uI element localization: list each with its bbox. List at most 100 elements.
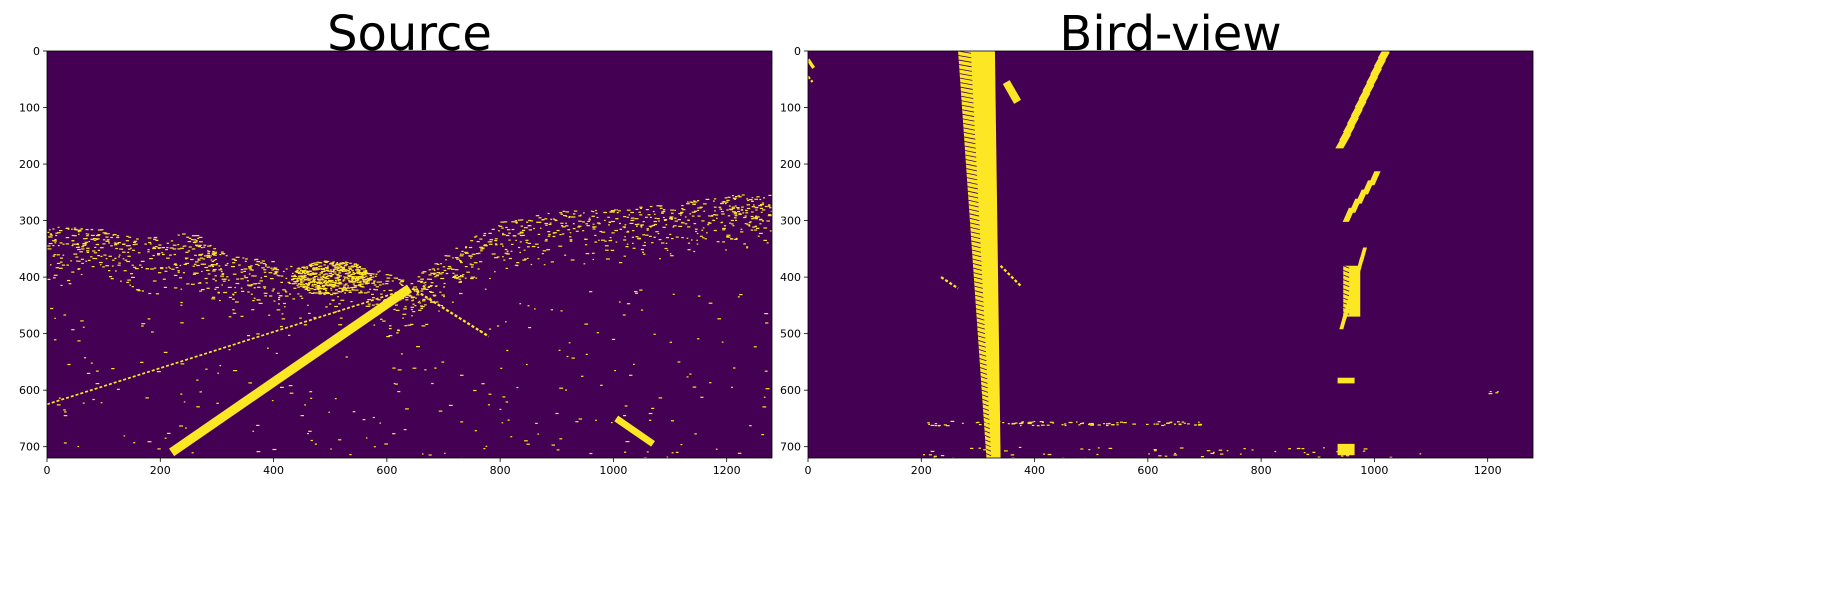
bird-view-lane-hatch (970, 236, 981, 240)
source-edge-pixel (510, 250, 513, 252)
source-edge-pixel (85, 260, 88, 262)
source-edge-pixel (106, 239, 110, 241)
source-edge-pixel (346, 287, 349, 289)
source-edge-pixel (527, 242, 532, 244)
source-edge-pixel (327, 270, 331, 272)
source-edge-pixel (267, 347, 269, 349)
source-edge-pixel (724, 201, 729, 203)
source-edge-pixel (741, 206, 744, 208)
source-edge-pixel (436, 272, 441, 274)
source-edge-pixel (451, 301, 454, 303)
bird-view-lane-hatch (976, 317, 985, 321)
source-edge-pixel (410, 306, 415, 308)
source-edge-pixel (430, 285, 433, 287)
source-edge-pixel (91, 266, 95, 268)
source-edge-pixel (469, 263, 472, 265)
bird-view-lane-dash (1335, 134, 1352, 149)
source-edge-pixel (465, 246, 468, 248)
source-edge-pixel (433, 273, 435, 275)
source-edge-pixel (714, 214, 719, 216)
source-edge-pixel (161, 247, 165, 249)
source-edge-pixel (474, 430, 477, 432)
source-edge-pixel (479, 261, 483, 263)
source-edge-pixel (421, 272, 425, 274)
source-edge-pixel (759, 218, 763, 220)
source-edge-pixel (540, 227, 542, 229)
source-edge-pixel (507, 419, 510, 421)
source-edge-pixel (670, 209, 675, 211)
source-edge-pixel (300, 278, 304, 280)
bird-view-edge-pixel (1220, 453, 1224, 455)
source-edge-pixel (473, 389, 477, 392)
source-edge-pixel (287, 281, 291, 283)
source-edge-pixel (333, 283, 337, 285)
source-edge-pixel (121, 248, 124, 250)
source-edge-pixel (132, 241, 136, 243)
bird-view-edge-pixel (1363, 448, 1368, 450)
source-edge-pixel (299, 272, 301, 274)
source-edge-pixel (352, 280, 356, 282)
bird-view-lane-hatch (971, 240, 981, 244)
source-edge-pixel (128, 236, 132, 238)
source-edge-pixel (556, 229, 560, 232)
source-edge-pixel (680, 444, 683, 446)
source-edge-pixel (677, 361, 681, 363)
source-edge-pixel (275, 272, 278, 274)
source-edge-pixel (477, 252, 481, 254)
bird-view-lane-hatch (962, 109, 975, 113)
bird-view-y-tick-label: 0 (794, 45, 801, 58)
source-edge-pixel (166, 257, 170, 259)
source-edge-pixel (314, 443, 317, 445)
source-edge-pixel (396, 332, 399, 334)
source-edge-pixel (488, 243, 493, 245)
bird-view-edge-pixel (1174, 452, 1177, 455)
bird-view-edge-pixel (1348, 448, 1353, 450)
source-edge-pixel (281, 313, 284, 315)
source-edge-pixel (85, 229, 89, 231)
source-edge-pixel (648, 440, 652, 442)
source-edge-pixel (737, 452, 742, 454)
source-edge-pixel (164, 270, 168, 272)
source-edge-pixel (341, 267, 346, 269)
bird-view-lane-hatch (966, 168, 977, 172)
source-edge-pixel (52, 255, 56, 257)
source-edge-pixel (348, 280, 351, 282)
source-edge-pixel (336, 274, 340, 276)
source-edge-pixel (441, 361, 445, 363)
source-edge-pixel (649, 216, 652, 218)
source-edge-pixel (335, 264, 338, 266)
bird-view-edge-pixel (1213, 451, 1215, 453)
source-edge-pixel (232, 273, 237, 275)
source-edge-pixel (524, 258, 527, 260)
bird-view-edge-pixel (1097, 447, 1100, 449)
source-edge-pixel (430, 282, 434, 284)
bird-view-edge-pixel (1049, 421, 1054, 423)
source-edge-pixel (125, 240, 130, 242)
source-edge-pixel (370, 314, 373, 316)
source-edge-pixel (729, 222, 732, 224)
source-edge-pixel (339, 317, 343, 319)
source-edge-pixel (203, 244, 207, 246)
source-edge-pixel (324, 261, 328, 263)
bird-view-edge-pixel (1116, 422, 1119, 424)
source-edge-pixel (341, 290, 344, 292)
source-edge-pixel (584, 238, 588, 240)
source-edge-pixel (356, 265, 358, 267)
source-edge-pixel (165, 267, 168, 269)
source-edge-pixel (345, 287, 348, 290)
source-edge-pixel (662, 211, 666, 213)
source-edge-pixel (328, 292, 330, 294)
source-edge-pixel (618, 210, 621, 212)
bird-view-edge-pixel (1108, 422, 1111, 424)
source-edge-pixel (373, 280, 376, 282)
source-edge-pixel (596, 216, 599, 219)
source-edge-pixel (622, 226, 626, 228)
source-edge-pixel (522, 229, 526, 231)
bird-view-edge-pixel (1496, 391, 1499, 393)
source-edge-pixel (734, 238, 738, 240)
source-edge-pixel (313, 292, 317, 294)
source-edge-pixel (206, 254, 210, 256)
bird-view-edge-pixel (1123, 422, 1127, 424)
source-edge-pixel (575, 421, 579, 423)
source-edge-pixel (92, 398, 95, 401)
